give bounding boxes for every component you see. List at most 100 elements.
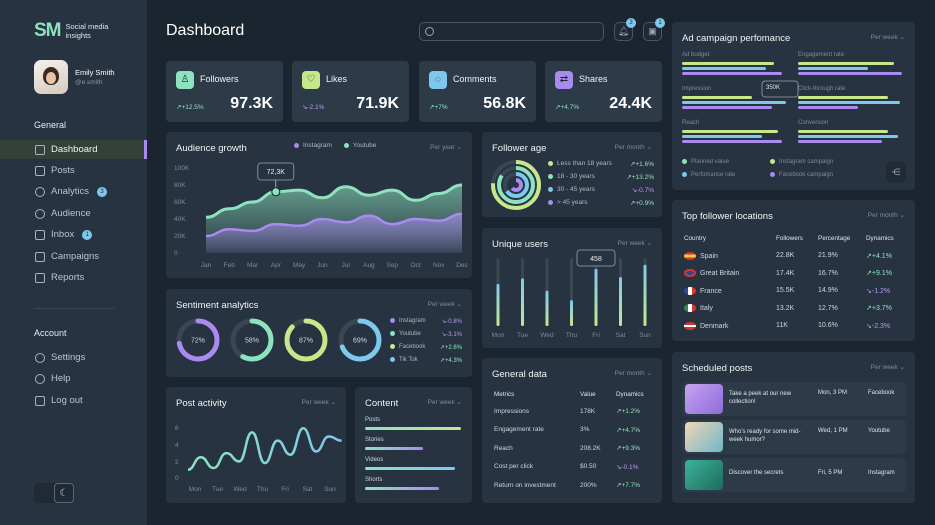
stat-value: 97.3K [230, 95, 273, 112]
uk-flag-icon [684, 269, 696, 278]
period-dropdown[interactable]: Per week ⌄ [427, 399, 462, 406]
sidebar-item-inbox[interactable]: Inbox 1 [0, 225, 147, 244]
period-dropdown[interactable]: Per month ⌄ [867, 212, 905, 219]
y-tick-label: 80K [174, 182, 186, 189]
sidebar-item-posts[interactable]: Posts [0, 161, 147, 180]
heart-icon: ♡ [302, 71, 320, 89]
content-bar-videos [365, 467, 455, 470]
general-data-table: Metrics Value Dynamics Impressions 178K ↗+1.… [494, 386, 654, 495]
x-tick-label: Sat [616, 332, 626, 339]
light-mode-option[interactable] [34, 483, 54, 503]
legend-instagram: Instagram [303, 142, 332, 149]
share-icon: ⇄ [555, 71, 573, 89]
search-icon [425, 27, 434, 36]
campaigns-icon [35, 251, 45, 262]
x-tick-label: Sun [639, 332, 651, 339]
label-click-through-rate: Click-through rate [798, 86, 846, 92]
denmark-flag-icon [684, 321, 696, 330]
comment-icon: ◌ [429, 71, 447, 89]
period-dropdown[interactable]: Per week ⌄ [301, 399, 336, 406]
post-text: Who's ready for some mid-week humor? [729, 429, 801, 443]
logo-mark: SM [34, 20, 61, 41]
x-tick-label: Sat [303, 486, 313, 493]
notifications-button[interactable]: 🔔︎ 3 [614, 18, 636, 41]
table-row: Impressions 178K ↗+1.2% [494, 407, 641, 416]
col-followers: Followers [776, 235, 803, 242]
donut-label: 72% [191, 338, 205, 345]
bar [594, 268, 598, 326]
stat-card-comments[interactable]: ◌ Comments ↗+7% 56.8K [419, 61, 536, 122]
activity-line [187, 426, 342, 471]
stat-label: Comments [453, 74, 497, 84]
col-dynamics: Dynamics [616, 390, 644, 398]
reports-icon [35, 272, 45, 283]
share-button[interactable]: ⋲ [886, 162, 906, 182]
sidebar-item-analytics[interactable]: Analytics 3 [0, 182, 147, 201]
bar [545, 290, 549, 326]
logo[interactable]: SM Social media insights [34, 20, 118, 42]
search-input[interactable] [419, 22, 604, 41]
scheduled-posts-card: Scheduled posts Per week ⌄ Take a peek a… [672, 352, 915, 503]
sidebar-item-settings[interactable]: Settings [0, 348, 147, 367]
x-tick-label: Jul [341, 262, 350, 269]
sidebar-item-reports[interactable]: Reports [0, 268, 147, 287]
sidebar-item-help[interactable]: Help [0, 369, 147, 388]
stat-card-likes[interactable]: ♡ Likes ↘-2.1% 71.9K [292, 61, 409, 122]
france-flag-icon [684, 286, 696, 295]
audience-chart: 100K 80K 60K 40K 20K 0 Jan Feb Mar Apr May Jun Jul Au… [174, 162, 469, 269]
period-dropdown[interactable]: Per week ⌄ [870, 34, 905, 41]
stat-card-followers[interactable]: ♙ Followers ↗+12.5% 97.3K [166, 61, 283, 122]
col-percentage: Percentage [818, 235, 851, 242]
unique-users-chart: Mon Tue Wed Thu Fri Sat Sun 458 [492, 249, 651, 339]
top-locations-card: Top follower locations Per month ⌄ Count… [672, 200, 915, 341]
period-dropdown[interactable]: Per year ⌄ [430, 144, 462, 151]
stat-label: Shares [579, 74, 608, 84]
period-dropdown[interactable]: Per week ⌄ [427, 301, 462, 308]
x-tick-label: Nov [433, 262, 445, 269]
sidebar-item-dashboard[interactable]: Dashboard [0, 140, 147, 159]
user-profile[interactable]: Emily Smith @e.smith [34, 60, 115, 94]
bar-group-reach [682, 130, 782, 143]
table-row: Engagement rate 3% ↗+4.7% [494, 426, 641, 434]
theme-toggle[interactable]: ☾ [34, 483, 74, 503]
donut-label: 58% [245, 338, 259, 345]
card-title: Sentiment analytics [176, 300, 259, 311]
user-name: Emily Smith [75, 68, 115, 77]
content-bar-stories [365, 447, 423, 450]
x-tick-label: Wed [540, 332, 554, 339]
notifications-badge: 3 [626, 18, 636, 28]
campaign-legend-2: Instagram campaign Facebook campaign [770, 159, 833, 178]
sidebar-item-campaigns[interactable]: Campaigns [0, 247, 147, 266]
user-icon: ♙ [176, 71, 194, 89]
moon-icon[interactable]: ☾ [54, 483, 74, 503]
legend-youtube: Youtube [352, 142, 377, 149]
period-dropdown[interactable]: Per week ⌄ [617, 240, 652, 247]
age-rings-chart [491, 160, 541, 210]
stat-value: 56.8K [483, 95, 526, 112]
x-tick-label: Oct [410, 262, 420, 269]
table-row: Italy 13.2K 12.7% ↗+3.7% [684, 300, 906, 318]
period-dropdown[interactable]: Per month ⌄ [614, 370, 652, 377]
x-tick-label: Mar [247, 262, 259, 269]
sidebar-item-logout[interactable]: Log out [0, 391, 147, 410]
card-title: Audience growth [176, 143, 247, 154]
series-line-youtube [205, 212, 463, 238]
card-title: Follower age [492, 143, 547, 154]
nav-heading-account: Account [34, 328, 67, 338]
period-dropdown[interactable]: Per week ⌄ [870, 364, 905, 371]
label-reach: Reach [682, 120, 700, 126]
gifts-button[interactable]: ▣ 1 [643, 18, 665, 41]
posts-icon [35, 165, 45, 176]
sidebar-item-audience[interactable]: Audience [0, 204, 147, 223]
stat-label: Followers [200, 74, 239, 84]
period-dropdown[interactable]: Per month ⌄ [614, 144, 652, 151]
spain-flag-icon [684, 251, 696, 260]
stat-change: ↗+4.7% [555, 104, 580, 111]
col-dynamics: Dynamics [866, 235, 894, 242]
age-legend: Less than 18 years ↗+1.6% 18 - 30 years ↗+… [548, 160, 654, 212]
donut-arc [338, 318, 382, 362]
stat-label: Likes [326, 74, 348, 84]
post-date: Fri, 5 PM [818, 470, 843, 476]
stat-card-shares[interactable]: ⇄ Shares ↗+4.7% 24.4K [545, 61, 662, 122]
card-title: Top follower locations [682, 211, 773, 222]
